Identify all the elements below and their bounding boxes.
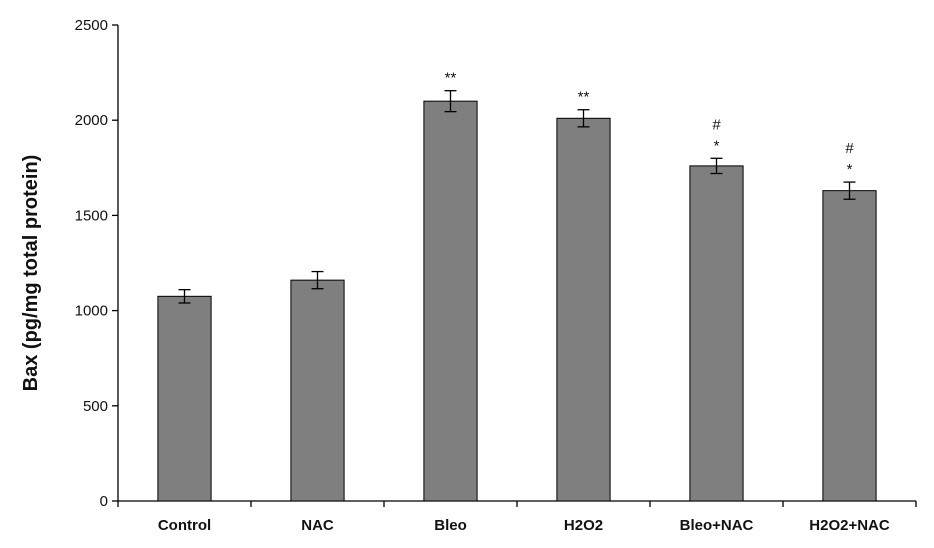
y-tick-label: 1000 bbox=[75, 303, 108, 320]
significance-marker: ** bbox=[578, 89, 590, 106]
bar bbox=[689, 165, 744, 502]
bar bbox=[157, 295, 212, 502]
x-axis bbox=[117, 500, 917, 507]
y-tick-label: 0 bbox=[100, 493, 108, 510]
bar bbox=[423, 100, 478, 502]
x-tick-label: Control bbox=[158, 517, 211, 534]
y-tick-label: 2000 bbox=[75, 112, 108, 129]
y-tick-label: 2500 bbox=[75, 17, 108, 34]
y-tick-label: 500 bbox=[83, 398, 108, 415]
y-axis-label: Bax (pg/mg total protein) bbox=[20, 155, 42, 392]
bar bbox=[556, 117, 611, 502]
significance-marker: * bbox=[847, 161, 853, 178]
significance-marker: ** bbox=[445, 70, 457, 87]
x-tick-label: Bleo+NAC bbox=[680, 517, 754, 534]
bar bbox=[822, 190, 877, 502]
x-tick-label: H2O2 bbox=[564, 517, 603, 534]
y-axis: 0 500 1000 1500 2000 2500 bbox=[75, 17, 119, 510]
significance-marker: * bbox=[714, 137, 720, 154]
y-tick-label: 1500 bbox=[75, 207, 108, 224]
x-tick-label: Bleo bbox=[434, 517, 467, 534]
x-tick-label: NAC bbox=[301, 517, 334, 534]
significance-marker: # bbox=[845, 140, 854, 157]
bar bbox=[290, 279, 345, 502]
significance-marker: # bbox=[712, 116, 721, 133]
bars: Control NAC Bleo ** H2O2 ** Bleo+NAC * # H2O2+NAC… bbox=[157, 70, 890, 534]
x-tick-label: H2O2+NAC bbox=[809, 517, 890, 534]
